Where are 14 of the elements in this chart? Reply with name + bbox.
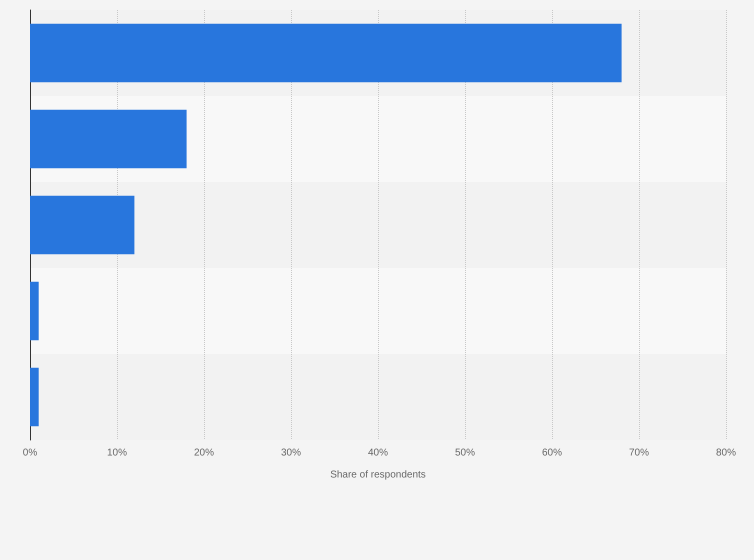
x-tick-label: 80%	[716, 448, 736, 458]
x-tick-label: 60%	[542, 448, 562, 458]
x-tick-label: 10%	[106, 448, 128, 458]
bar	[30, 110, 187, 168]
bar	[30, 368, 39, 426]
x-tick-label: 0%	[22, 448, 38, 458]
bar	[30, 282, 39, 340]
x-tick-label: 40%	[368, 448, 388, 458]
bar	[30, 196, 134, 254]
x-axis-title: Share of respondents	[330, 470, 426, 480]
x-tick-label: 70%	[628, 448, 650, 458]
x-tick-label: 20%	[194, 448, 214, 458]
x-tick-label: 50%	[454, 448, 476, 458]
x-tick-label: 30%	[280, 448, 302, 458]
